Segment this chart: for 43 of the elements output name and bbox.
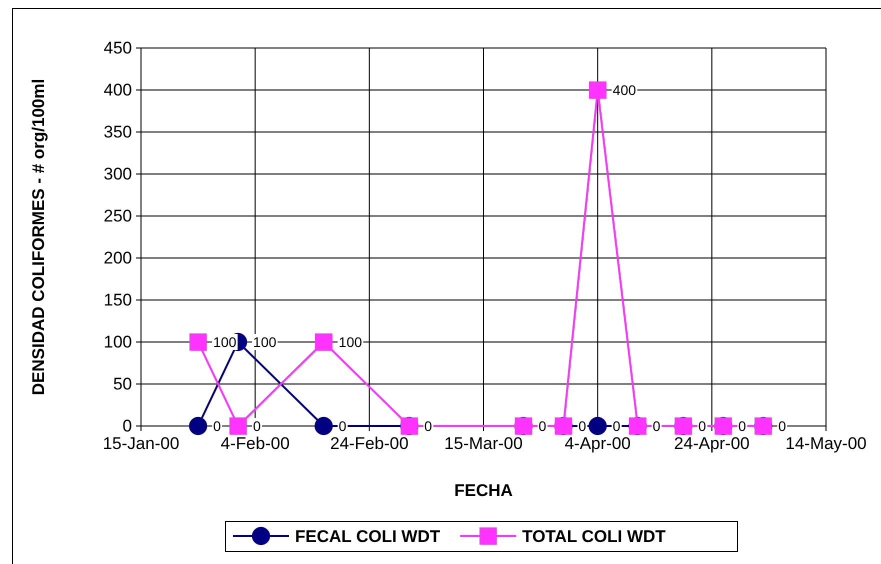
- point: [314, 416, 333, 436]
- x-tick-label: 24-Apr-00: [674, 434, 750, 454]
- point: [188, 416, 208, 436]
- y-tick-label: 250: [104, 206, 132, 226]
- y-tick-label: 450: [104, 38, 132, 58]
- x-tick-label: 14-May-00: [785, 434, 867, 454]
- data-label: 0: [738, 418, 746, 434]
- data-label: 0: [538, 418, 546, 434]
- y-tick-label: 200: [104, 248, 132, 268]
- legend-label: TOTAL COLI WDT: [522, 527, 666, 546]
- x-tick-label: 4-Feb-00: [220, 434, 290, 454]
- y-tick-label: 400: [104, 80, 132, 100]
- x-tick-label: 24-Feb-00: [330, 434, 409, 454]
- y-tick-label: 350: [104, 122, 132, 142]
- y-tick-label: 0: [122, 416, 132, 436]
- data-label: 0: [253, 418, 262, 434]
- point: [189, 333, 207, 351]
- data-label: 0: [698, 418, 706, 434]
- y-tick-label: 300: [104, 164, 132, 184]
- x-tick-label: 4-Apr-00: [564, 434, 631, 454]
- data-label: 0: [778, 418, 786, 434]
- x-axis-title: FECHA: [454, 481, 513, 500]
- data-label: 0: [652, 418, 661, 434]
- data-label: 400: [612, 82, 636, 98]
- data-label: 0: [213, 418, 222, 434]
- point: [315, 333, 332, 351]
- y-tick-label: 50: [113, 374, 132, 394]
- point: [589, 81, 606, 99]
- data-label: 0: [578, 418, 586, 434]
- point: [229, 417, 247, 435]
- data-label: 0: [612, 418, 621, 434]
- x-tick-label: 15-Mar-00: [444, 434, 523, 454]
- legend-label: FECAL COLI WDT: [295, 527, 441, 546]
- data-label: 0: [424, 418, 432, 434]
- data-label: 100: [338, 334, 362, 350]
- y-axis-title: DENSIDAD COLIFORMES - # org/100ml: [29, 78, 48, 396]
- data-label: 100: [253, 334, 277, 350]
- x-tick-label: 15-Jan-00: [102, 434, 180, 454]
- data-label: 0: [338, 418, 347, 434]
- y-tick-label: 100: [104, 332, 132, 352]
- y-tick-label: 150: [104, 290, 132, 310]
- data-label: 100: [213, 334, 237, 350]
- point: [588, 416, 607, 436]
